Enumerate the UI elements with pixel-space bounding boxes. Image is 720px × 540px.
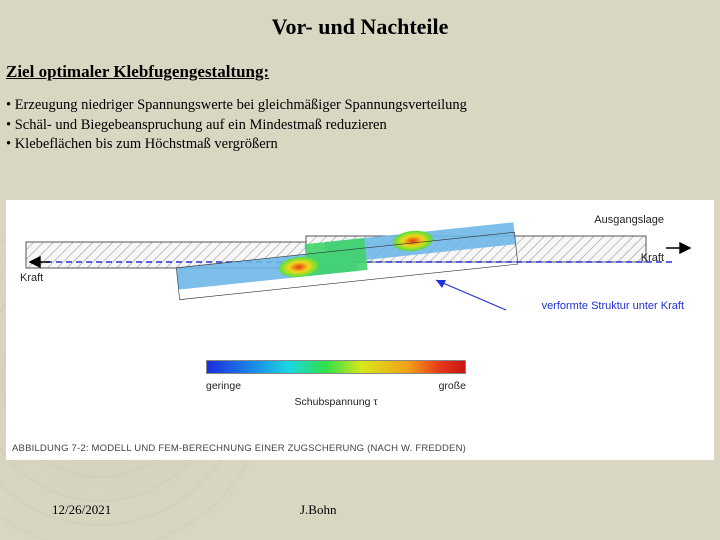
bullet-list: • Erzeugung niedriger Spannungswerte bei…: [0, 82, 720, 155]
footer-author: J.Bohn: [300, 502, 336, 518]
bullet-text: Schäl- und Biegebeanspruchung auf ein Mi…: [15, 117, 387, 133]
legend-low-label: geringe: [206, 380, 241, 392]
legend-title: Schubspannung τ: [206, 396, 466, 408]
legend-gradient-bar: [206, 360, 466, 374]
label-verformt: verformte Struktur unter Kraft: [542, 300, 684, 312]
label-kraft-left: Kraft: [20, 272, 43, 284]
footer-date: 12/26/2021: [52, 502, 111, 518]
bullet-text: Erzeugung niedriger Spannungswerte bei g…: [15, 97, 467, 113]
fem-figure: Ausgangslage Kraft Kraft verformte Struk…: [6, 200, 714, 460]
section-subtitle: Ziel optimaler Klebfugengestaltung:: [0, 40, 720, 82]
page-title: Vor- und Nachteile: [0, 0, 720, 40]
label-kraft-right: Kraft: [641, 252, 664, 264]
color-legend: geringe große Schubspannung τ: [206, 360, 466, 374]
label-ausgangslage: Ausgangslage: [594, 214, 664, 226]
figure-caption: ABBILDUNG 7-2: MODELL UND FEM-BERECHNUNG…: [12, 443, 466, 454]
legend-high-label: große: [439, 380, 466, 392]
list-item: • Klebeflächen bis zum Höchstmaß vergröß…: [6, 135, 720, 155]
bullet-text: Klebeflächen bis zum Höchstmaß vergrößer…: [15, 136, 278, 152]
figure-svg: [6, 200, 714, 460]
list-item: • Erzeugung niedriger Spannungswerte bei…: [6, 96, 720, 116]
list-item: • Schäl- und Biegebeanspruchung auf ein …: [6, 116, 720, 136]
